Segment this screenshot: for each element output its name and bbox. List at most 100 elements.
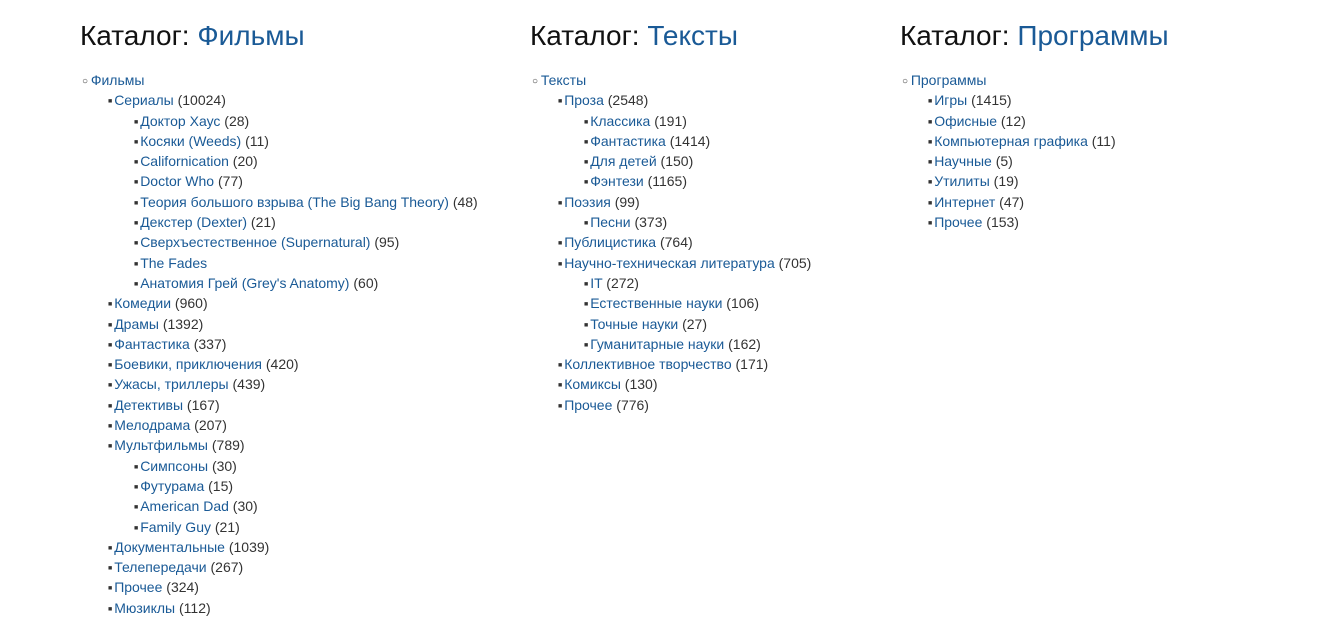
category-link-классика[interactable]: Классика (590, 113, 650, 129)
category-link-декстер-dexter[interactable]: Декстер (Dexter) (140, 214, 247, 230)
catalog-columns: Каталог: ФильмыФильмыСериалы (10024)Докт… (80, 20, 1249, 618)
category-count: (95) (370, 234, 399, 250)
category-count: (12) (997, 113, 1026, 129)
category-item-мультфильмы: Мультфильмы (789)Симпсоны (30)Футурама (… (124, 435, 500, 536)
category-link-фантастика[interactable]: Фантастика (590, 133, 666, 149)
category-link-коллективное-творчество[interactable]: Коллективное творчество (564, 356, 731, 372)
category-link-сверхъестественное-supernatural[interactable]: Сверхъестественное (Supernatural) (140, 234, 370, 250)
category-count: (21) (247, 214, 276, 230)
category-link-симпсоны[interactable]: Симпсоны (140, 458, 208, 474)
category-count: (15) (204, 478, 233, 494)
category-link-поэзия[interactable]: Поэзия (564, 194, 611, 210)
category-count: (130) (621, 376, 658, 392)
category-link-документальные[interactable]: Документальные (114, 539, 225, 555)
category-link-фантастика[interactable]: Фантастика (114, 336, 190, 352)
category-link-для-детей[interactable]: Для детей (590, 153, 656, 169)
category-link-офисные[interactable]: Офисные (934, 113, 997, 129)
category-link-драмы[interactable]: Драмы (114, 316, 159, 332)
category-link-игры[interactable]: Игры (934, 92, 967, 108)
category-item-коллективное-творчество: Коллективное творчество (171) (574, 354, 870, 374)
category-count: (47) (995, 194, 1024, 210)
category-link-мюзиклы[interactable]: Мюзиклы (114, 600, 175, 616)
category-item-песни: Песни (373) (600, 212, 870, 232)
category-link-программы[interactable]: Программы (911, 72, 987, 88)
category-item-it: IT (272) (600, 273, 870, 293)
category-item-ужасы-триллеры: Ужасы, триллеры (439) (124, 374, 500, 394)
category-link-the-fades[interactable]: The Fades (140, 255, 207, 271)
category-count: (27) (678, 316, 707, 332)
heading-link-тексты[interactable]: Тексты (647, 20, 738, 51)
heading-link-программы[interactable]: Программы (1017, 20, 1168, 51)
category-link-научно-техническая-литература[interactable]: Научно-техническая литература (564, 255, 775, 271)
category-item-прочее: Прочее (324) (124, 577, 500, 597)
category-link-фэнтези[interactable]: Фэнтези (590, 173, 644, 189)
category-link-научные[interactable]: Научные (934, 153, 992, 169)
category-item-декстер-dexter: Декстер (Dexter) (21) (150, 212, 500, 232)
category-root-фильмы: ФильмыСериалы (10024)Доктор Хаус (28)Кос… (98, 70, 500, 618)
heading-prefix: Каталог: (80, 20, 197, 51)
category-link-мелодрама[interactable]: Мелодрама (114, 417, 190, 433)
category-link-прочее[interactable]: Прочее (564, 397, 612, 413)
category-count: (776) (612, 397, 649, 413)
category-item-проза: Проза (2548)Классика (191)Фантастика (14… (574, 90, 870, 191)
category-count: (60) (349, 275, 378, 291)
category-link-точные-науки[interactable]: Точные науки (590, 316, 678, 332)
category-link-сериалы[interactable]: Сериалы (114, 92, 174, 108)
category-item-комиксы: Комиксы (130) (574, 374, 870, 394)
category-item-офисные: Офисные (12) (944, 111, 1200, 131)
category-link-анатомия-грей-grey-s-anatomy[interactable]: Анатомия Грей (Grey's Anatomy) (140, 275, 349, 291)
catalog-heading-фильмы: Каталог: Фильмы (80, 20, 500, 52)
category-link-комедии[interactable]: Комедии (114, 295, 171, 311)
category-count: (11) (1088, 133, 1116, 149)
category-link-ужасы-триллеры[interactable]: Ужасы, триллеры (114, 376, 228, 392)
category-item-мюзиклы: Мюзиклы (112) (124, 598, 500, 618)
category-link-публицистика[interactable]: Публицистика (564, 234, 656, 250)
category-count: (99) (611, 194, 640, 210)
category-root-программы: ПрограммыИгры (1415)Офисные (12)Компьюте… (918, 70, 1200, 232)
category-link-доктор-хаус[interactable]: Доктор Хаус (140, 113, 220, 129)
category-link-it[interactable]: IT (590, 275, 602, 291)
category-link-телепередачи[interactable]: Телепередачи (114, 559, 206, 575)
category-link-утилиты[interactable]: Утилиты (934, 173, 990, 189)
category-link-естественные-науки[interactable]: Естественные науки (590, 295, 722, 311)
category-count: (267) (207, 559, 244, 575)
category-link-прочее[interactable]: Прочее (934, 214, 982, 230)
category-link-детективы[interactable]: Детективы (114, 397, 183, 413)
category-count: (11) (241, 133, 269, 149)
category-link-футурама[interactable]: Футурама (140, 478, 204, 494)
category-item-сериалы: Сериалы (10024)Доктор Хаус (28)Косяки (W… (124, 90, 500, 293)
catalog-column-programs: Каталог: ПрограммыПрограммыИгры (1415)Оф… (900, 20, 1200, 232)
category-root-тексты: ТекстыПроза (2548)Классика (191)Фантасти… (548, 70, 870, 415)
category-item-косяки-weeds: Косяки (Weeds) (11) (150, 131, 500, 151)
catalog-heading-тексты: Каталог: Тексты (530, 20, 870, 52)
category-item-теория-большого-взрыва-the-big-bang-theory: Теория большого взрыва (The Big Bang The… (150, 192, 500, 212)
category-link-doctor-who[interactable]: Doctor Who (140, 173, 214, 189)
category-link-мультфильмы[interactable]: Мультфильмы (114, 437, 208, 453)
category-link-тексты[interactable]: Тексты (541, 72, 586, 88)
heading-link-фильмы[interactable]: Фильмы (197, 20, 304, 51)
category-item-прочее: Прочее (776) (574, 395, 870, 415)
category-link-фильмы[interactable]: Фильмы (91, 72, 145, 88)
category-link-проза[interactable]: Проза (564, 92, 604, 108)
category-count: (48) (449, 194, 478, 210)
category-count: (112) (175, 600, 211, 616)
category-link-косяки-weeds[interactable]: Косяки (Weeds) (140, 133, 241, 149)
category-count: (960) (171, 295, 208, 311)
category-link-прочее[interactable]: Прочее (114, 579, 162, 595)
category-link-californication[interactable]: Californication (140, 153, 229, 169)
category-link-интернет[interactable]: Интернет (934, 194, 995, 210)
category-item-комедии: Комедии (960) (124, 293, 500, 313)
category-link-теория-большого-взрыва-the-big-bang-theory[interactable]: Теория большого взрыва (The Big Bang The… (140, 194, 449, 210)
category-link-боевики-приключения[interactable]: Боевики, приключения (114, 356, 262, 372)
category-link-american-dad[interactable]: American Dad (140, 498, 229, 514)
category-link-гуманитарные-науки[interactable]: Гуманитарные науки (590, 336, 724, 352)
category-link-компьютерная-графика[interactable]: Компьютерная графика (934, 133, 1088, 149)
heading-prefix: Каталог: (900, 20, 1017, 51)
category-link-песни[interactable]: Песни (590, 214, 630, 230)
category-count: (150) (657, 153, 694, 169)
category-link-комиксы[interactable]: Комиксы (564, 376, 621, 392)
category-count: (1165) (644, 173, 687, 189)
category-link-family-guy[interactable]: Family Guy (140, 519, 211, 535)
category-item-прочее: Прочее (153) (944, 212, 1200, 232)
category-count: (10024) (174, 92, 226, 108)
